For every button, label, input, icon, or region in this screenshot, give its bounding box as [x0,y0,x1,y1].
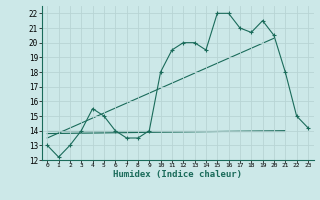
X-axis label: Humidex (Indice chaleur): Humidex (Indice chaleur) [113,170,242,179]
